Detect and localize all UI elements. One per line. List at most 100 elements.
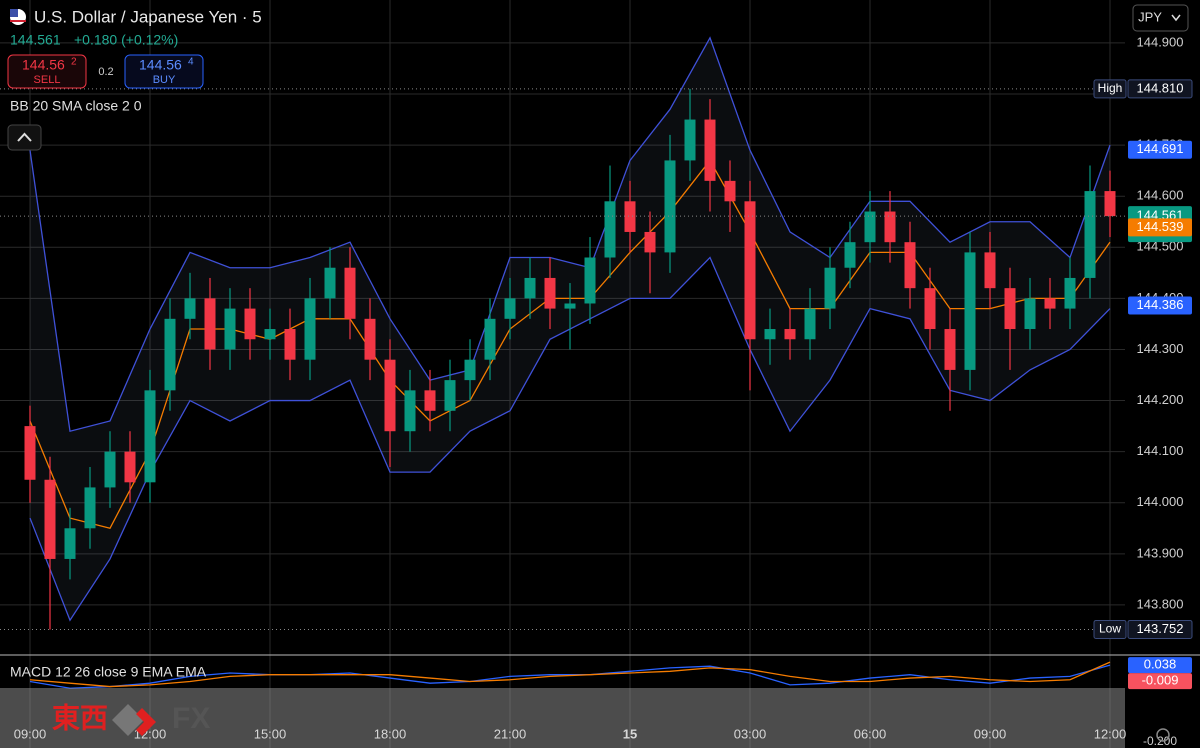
candle-body	[444, 380, 456, 411]
candle-body	[964, 252, 976, 370]
buy-button[interactable]	[124, 54, 204, 89]
y-tick-label: 144.300	[1137, 341, 1184, 356]
y-tick-label: 144.000	[1137, 494, 1184, 509]
candle-body	[144, 390, 156, 483]
price-badge	[1128, 296, 1192, 315]
candle-body	[224, 308, 236, 350]
watermark: 東西 FX	[52, 702, 210, 736]
candle-body	[724, 180, 736, 202]
candle-body	[324, 267, 336, 299]
x-tick-label: 15:00	[254, 726, 287, 741]
dropdown-icon[interactable]	[1171, 14, 1181, 22]
candle-body	[584, 257, 596, 304]
y-tick-label: 144.600	[1137, 188, 1184, 203]
candle-body	[164, 318, 176, 391]
price-badge-label: 144.810	[1137, 80, 1184, 95]
candle-body	[664, 160, 676, 253]
indicator-label: BB 20 SMA close 2 0	[10, 98, 142, 114]
candle-body	[264, 329, 276, 340]
candle-body	[1104, 191, 1116, 217]
candle-body	[44, 479, 56, 559]
candle-body	[644, 231, 656, 253]
logo-shape	[112, 704, 144, 736]
x-tick-label: 12:00	[1094, 726, 1127, 741]
sell-pip[interactable]: 2	[71, 57, 77, 68]
price-badge-label: 144.691	[1137, 141, 1184, 156]
spread: 0.2	[98, 66, 113, 78]
y-tick-label: 144.100	[1137, 443, 1184, 458]
x-tick-label: 21:00	[494, 726, 527, 741]
currency-button[interactable]	[1132, 4, 1189, 32]
candle-body	[1044, 298, 1056, 309]
candle-body	[284, 329, 296, 360]
price-tag: High	[1098, 81, 1123, 95]
candle-body	[424, 390, 436, 411]
band-upper	[29, 36, 1111, 433]
collapse-button[interactable]	[7, 124, 42, 151]
settings-icon[interactable]	[1156, 728, 1170, 742]
price-badge	[1128, 140, 1192, 159]
x-tick-label: 03:00	[734, 726, 767, 741]
x-tick-label: 15	[623, 726, 637, 741]
y-tick-label: 144.200	[1137, 392, 1184, 407]
x-tick-label: 18:00	[374, 726, 407, 741]
buy-price[interactable]: 144.56	[139, 57, 182, 73]
buy-pip[interactable]: 4	[188, 57, 194, 68]
candle-body	[404, 390, 416, 432]
candle-body	[524, 277, 536, 299]
candle-body	[364, 318, 376, 360]
candle-body	[1024, 298, 1036, 330]
collapse-icon[interactable]	[17, 132, 32, 142]
price-badge	[1128, 218, 1192, 237]
price-pane	[0, 0, 1125, 748]
candle-body	[64, 528, 76, 559]
price-badge-label: 144.386	[1137, 297, 1184, 312]
macd-line	[29, 661, 1111, 688]
y-tick-label: 143.900	[1137, 545, 1184, 560]
candle-body	[484, 318, 496, 360]
sell-label[interactable]: SELL	[34, 74, 61, 86]
price-tag-box	[1093, 619, 1127, 639]
macd-badge	[1128, 657, 1192, 674]
macd-badge	[1128, 673, 1192, 690]
candle-body	[704, 119, 716, 181]
candle-body	[764, 329, 776, 340]
candle-body	[864, 211, 876, 243]
last-price: 144.561	[10, 32, 61, 48]
y-tick-label: 143.800	[1137, 596, 1184, 611]
sell-button[interactable]	[7, 54, 87, 89]
candle-body	[904, 242, 916, 289]
price-badge	[1127, 619, 1193, 639]
candle-body	[684, 119, 696, 161]
candle-body	[564, 303, 576, 309]
candle-body	[244, 308, 256, 340]
buy-label[interactable]: BUY	[153, 74, 176, 86]
candle-body	[744, 201, 756, 340]
header: U.S. Dollar / Japanese Yen · 5 144.561 +…	[7, 4, 1189, 742]
x-tick-label: 09:00	[974, 726, 1007, 741]
currency-label[interactable]: JPY	[1138, 9, 1162, 24]
candle-body	[984, 252, 996, 289]
sell-price[interactable]: 144.56	[22, 57, 65, 73]
candle-body	[1084, 191, 1096, 278]
x-tick-label: 09:00	[14, 726, 47, 741]
price-badge-label: 144.539	[1137, 219, 1184, 234]
macd-badge-label: -0.009	[1142, 673, 1179, 688]
candle-body	[544, 277, 556, 309]
candle-body	[944, 329, 956, 370]
price-tag: Low	[1099, 622, 1121, 636]
candle-body	[204, 298, 216, 350]
candle-body	[24, 426, 36, 480]
candle-body	[924, 288, 936, 330]
watermark-text: 東西	[52, 702, 108, 733]
candle-body	[1064, 277, 1076, 309]
candle-body	[804, 308, 816, 340]
macd-badge-label: 0.038	[1144, 657, 1177, 672]
y-tick-label: 144.500	[1137, 239, 1184, 254]
candle-body	[344, 267, 356, 319]
candle-body	[604, 201, 616, 258]
x-tick-label: 06:00	[854, 726, 887, 741]
